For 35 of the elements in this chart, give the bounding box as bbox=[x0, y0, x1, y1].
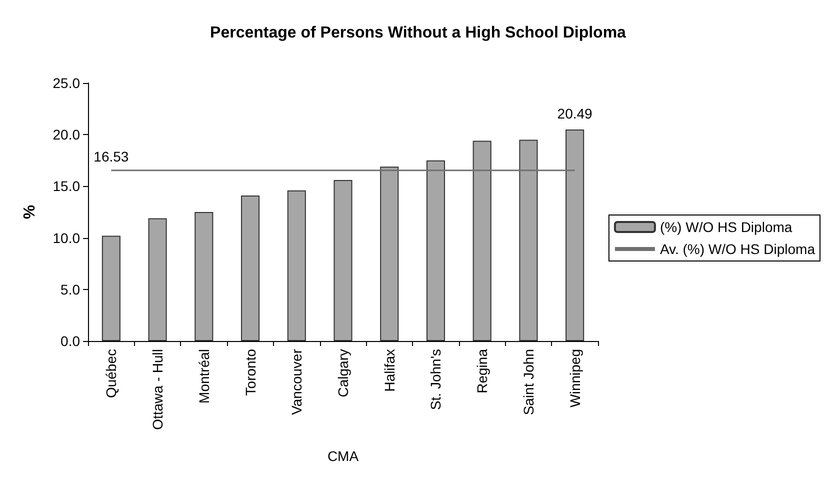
y-tick-label: 25.0 bbox=[52, 75, 80, 91]
x-tick-label: Vancouver bbox=[288, 348, 305, 415]
legend-label: Av. (%) W/O HS Diploma bbox=[660, 241, 816, 257]
data-label: 16.53 bbox=[94, 148, 129, 164]
bar bbox=[241, 195, 260, 341]
x-tick-label: Halifax bbox=[381, 349, 398, 392]
y-tick-label: 0.0 bbox=[60, 333, 80, 349]
x-tick-label: Ottawa - Hull bbox=[150, 349, 166, 430]
data-label: 20.49 bbox=[557, 106, 593, 122]
y-tick-label: 20.0 bbox=[52, 126, 80, 143]
x-tick-label: Saint John bbox=[520, 349, 536, 416]
x-tick-label: Regina bbox=[474, 348, 490, 394]
y-tick-label: 15.0 bbox=[52, 178, 80, 194]
bar bbox=[566, 130, 584, 341]
y-tick-label: 5.0 bbox=[60, 281, 80, 298]
bar bbox=[287, 190, 306, 341]
legend-label: (%) W/O HS Diploma bbox=[660, 219, 792, 235]
x-tick-label: St. John's bbox=[428, 349, 444, 410]
bar bbox=[519, 140, 538, 341]
y-tick-label: 10.0 bbox=[52, 230, 80, 246]
bar bbox=[102, 236, 120, 341]
x-tick-label: Calgary bbox=[335, 349, 351, 398]
x-tick-label: Montréal bbox=[196, 349, 212, 404]
x-tick-label: Québec bbox=[103, 349, 120, 398]
bar bbox=[380, 166, 399, 341]
bar bbox=[426, 160, 445, 341]
bar bbox=[472, 140, 492, 341]
bar bbox=[194, 212, 214, 341]
x-axis-title: CMA bbox=[327, 448, 360, 464]
bar bbox=[334, 180, 352, 341]
y-axis-title: % bbox=[22, 204, 38, 220]
chart-title: Percentage of Persons Without a High School Diploma bbox=[210, 24, 626, 42]
x-tick-label: Toronto bbox=[242, 348, 258, 396]
bar bbox=[148, 218, 167, 341]
x-tick-label: Winnipeg bbox=[566, 349, 583, 408]
